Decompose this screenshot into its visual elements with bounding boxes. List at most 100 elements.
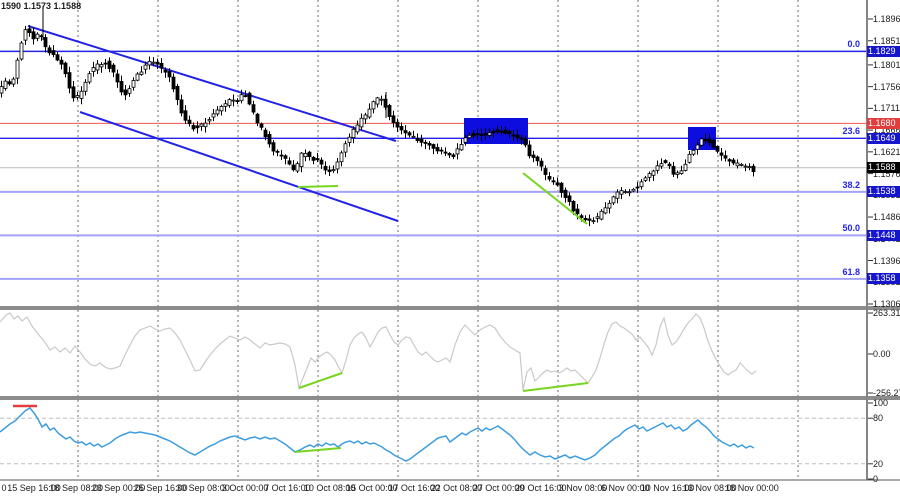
cci-green-trendline[interactable]	[298, 372, 343, 389]
candle-body	[183, 110, 188, 121]
candle-body	[751, 165, 756, 173]
candle-body	[83, 81, 88, 92]
candle-body	[91, 67, 96, 72]
candle-body	[355, 124, 360, 133]
price-tick-label: 1.1756	[873, 81, 900, 92]
candle-body	[7, 81, 12, 85]
candle-body	[235, 100, 240, 103]
candle-body	[451, 154, 456, 157]
candle-body	[151, 61, 156, 64]
candle-body	[723, 155, 728, 159]
candle-body	[527, 144, 532, 157]
candle-body	[203, 122, 208, 128]
candle-body	[135, 73, 140, 81]
price-badge-red: 1.1680	[867, 117, 900, 129]
candle-body	[651, 170, 656, 176]
rsi-green-trendline[interactable]	[294, 447, 342, 453]
candle-body	[43, 37, 48, 48]
candle-body	[323, 165, 328, 171]
price-tick-label: 1.1851	[873, 35, 900, 46]
pane-separator[interactable]	[0, 396, 900, 400]
time-label: 15 Sep 16:00	[7, 483, 61, 493]
candle-body	[11, 78, 16, 85]
fib-level-label: 50.0	[842, 223, 860, 234]
candle-body	[363, 114, 368, 120]
candle-body	[483, 132, 488, 136]
candle-body	[463, 137, 468, 143]
candle-body	[283, 155, 288, 159]
fib-level-label: 61.8	[842, 266, 860, 277]
candle-body	[147, 61, 152, 66]
candle-body	[295, 163, 300, 172]
candle-body	[683, 163, 688, 171]
trendline-blue[interactable]	[79, 111, 399, 222]
candle-body	[255, 113, 260, 124]
candle-body	[419, 138, 424, 143]
time-label: 22 Oct 08:00	[430, 483, 483, 493]
cci-axis-label: 0.00	[873, 349, 891, 359]
candle-body	[667, 163, 672, 167]
candle-body	[107, 60, 112, 69]
rsi-line	[0, 407, 755, 462]
candle-body	[55, 54, 60, 61]
candle-body	[347, 136, 352, 143]
candle-body	[247, 92, 252, 105]
candle-body	[155, 61, 160, 65]
candle-body	[75, 95, 80, 98]
candle-body	[407, 132, 412, 136]
pane-separator[interactable]	[0, 306, 900, 310]
candle-body	[731, 159, 736, 164]
candle-body	[215, 109, 220, 115]
candle-body	[51, 50, 56, 55]
candle-body	[211, 113, 216, 118]
candle-body	[3, 80, 8, 89]
trendline-green[interactable]	[522, 172, 588, 225]
time-label: 30 Sep 08:00	[176, 483, 230, 493]
fib-level-label: 0.0	[847, 39, 860, 50]
candle-body	[287, 160, 292, 165]
candle-body	[499, 130, 504, 134]
candle-body	[223, 103, 228, 107]
candle-body	[599, 210, 604, 220]
trendline-blue[interactable]	[27, 25, 397, 142]
price-tick-label: 1.1576	[873, 168, 900, 179]
candle-body	[71, 86, 76, 99]
candle-body	[635, 186, 640, 189]
fib-level-label: 23.6	[842, 126, 860, 137]
candle-body	[679, 170, 684, 174]
candle-body	[583, 218, 588, 221]
candle-body	[195, 125, 200, 129]
candle-body	[115, 73, 120, 83]
candle-body	[743, 165, 748, 168]
candle-body	[715, 146, 720, 152]
candle-body	[707, 138, 712, 144]
candle-body	[187, 119, 192, 125]
candle-body	[343, 143, 348, 153]
price-tick-label: 1.1396	[873, 255, 900, 266]
cci-line	[0, 312, 757, 391]
candle-body	[479, 134, 484, 137]
rsi-axis-label: 20	[873, 458, 884, 469]
candle-body	[207, 119, 212, 122]
candle-body	[615, 191, 620, 199]
candle-body	[275, 150, 280, 153]
candle-body	[371, 101, 376, 110]
candle-body	[359, 117, 364, 128]
candle-body	[659, 163, 664, 167]
candle-body	[119, 81, 124, 93]
candle-body	[711, 139, 716, 148]
candle-body	[595, 216, 600, 219]
candle-body	[551, 180, 556, 183]
candle-body	[267, 134, 272, 145]
trendline-green[interactable]	[297, 185, 339, 188]
candle-body	[655, 165, 660, 171]
candle-body	[191, 125, 196, 130]
cci-green-trendline[interactable]	[522, 382, 589, 392]
candle-body	[227, 99, 232, 106]
candle-body	[63, 62, 68, 75]
time-label: 3 Nov 08:00	[558, 483, 608, 493]
candle-body	[503, 129, 508, 134]
candle-body	[231, 99, 236, 102]
